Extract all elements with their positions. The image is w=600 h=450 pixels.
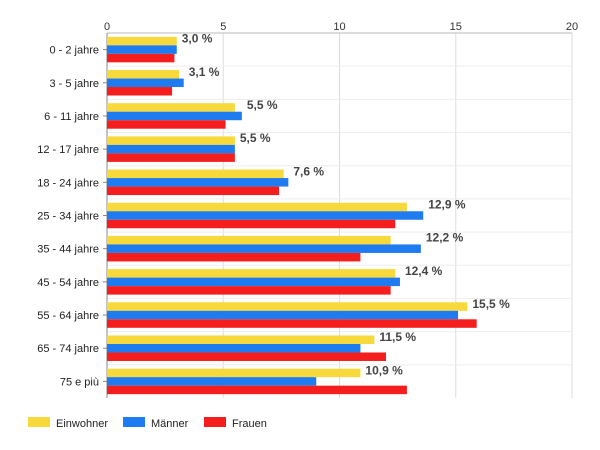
legend-label-männer: Männer: [151, 418, 189, 430]
data-label: 3,0 %: [182, 32, 213, 46]
bar-einwohner-4: [107, 169, 284, 179]
data-label: 7,6 %: [293, 164, 324, 178]
x-tick-label: 15: [450, 21, 462, 33]
bar-frauen-1: [107, 87, 173, 96]
category-label: 35 - 44 jahre: [37, 244, 99, 256]
legend-swatch-frauen: [204, 417, 226, 427]
legend-label-frauen: Frauen: [232, 418, 267, 430]
bar-einwohner-3: [107, 136, 235, 145]
bar-einwohner-6: [107, 235, 391, 245]
data-label: 10,9 %: [365, 363, 403, 377]
bar-frauen-7: [107, 286, 391, 295]
bar-männer-0: [107, 45, 177, 54]
bar-frauen-4: [107, 186, 280, 196]
data-label: 15,5 %: [472, 297, 510, 311]
category-label: 6 - 11 jahre: [44, 111, 99, 123]
bar-frauen-5: [107, 219, 396, 229]
bar-männer-1: [107, 78, 184, 88]
bar-männer-8: [107, 310, 459, 320]
bar-männer-5: [107, 211, 424, 220]
legend-label-einwohner: Einwohner: [56, 418, 108, 430]
legend-swatch-männer: [123, 417, 145, 427]
bar-einwohner-8: [107, 302, 468, 311]
bar-frauen-8: [107, 319, 477, 328]
bar-einwohner-9: [107, 335, 375, 344]
x-tick-label: 0: [104, 21, 110, 33]
data-label: 3,1 %: [189, 65, 220, 79]
bar-männer-2: [107, 111, 242, 121]
category-label: 75 e più: [60, 376, 99, 388]
data-label: 12,4 %: [405, 264, 443, 278]
category-label: 55 - 64 jahre: [37, 310, 99, 322]
bar-frauen-9: [107, 352, 386, 361]
bar-einwohner-10: [107, 368, 361, 378]
category-label: 12 - 17 jahre: [37, 144, 99, 156]
legend: Einwohner Männer Frauen: [28, 417, 267, 430]
x-tick-label: 5: [220, 21, 226, 33]
bar-frauen-10: [107, 385, 407, 395]
bar-einwohner-2: [107, 103, 235, 112]
data-label: 12,9 %: [428, 198, 466, 212]
x-axis-ticks: 0 5 10 15 20: [104, 21, 578, 33]
bar-männer-6: [107, 244, 421, 253]
category-label: 65 - 74 jahre: [37, 343, 99, 355]
bar-männer-3: [107, 144, 235, 154]
bar-männer-4: [107, 178, 289, 187]
category-label: 25 - 34 jahre: [37, 211, 99, 223]
category-label: 45 - 54 jahre: [37, 277, 99, 289]
bar-frauen-6: [107, 252, 361, 262]
bar-einwohner-1: [107, 70, 180, 79]
bar-männer-9: [107, 343, 361, 353]
category-label: 18 - 24 jahre: [37, 177, 99, 189]
legend-swatch-einwohner: [28, 417, 50, 427]
data-label: 11,5 %: [379, 330, 416, 344]
y-axis-categories: 0 - 2 jahre 3 - 5 jahre 6 - 11 jahre 12 - 1…: [37, 45, 107, 388]
data-label: 12,2 %: [426, 231, 464, 245]
x-tick-label: 10: [333, 21, 345, 33]
bar-einwohner-5: [107, 202, 407, 212]
bar-frauen-3: [107, 153, 235, 162]
bar-männer-7: [107, 277, 400, 287]
bars: [107, 36, 477, 395]
bar-männer-10: [107, 377, 317, 386]
x-tick-label: 20: [566, 21, 578, 33]
bar-einwohner-7: [107, 269, 396, 278]
category-label: 0 - 2 jahre: [49, 45, 99, 57]
category-label: 3 - 5 jahre: [49, 78, 99, 90]
bar-einwohner-0: [107, 36, 177, 46]
data-label: 5,5 %: [240, 131, 271, 145]
data-labels: 3,0 % 3,1 % 5,5 % 5,5 % 7,6 % 12,9 % 12,2 % 12,…: [182, 32, 510, 378]
data-label: 5,5 %: [247, 98, 278, 112]
bar-frauen-0: [107, 53, 175, 63]
bar-frauen-2: [107, 120, 226, 129]
